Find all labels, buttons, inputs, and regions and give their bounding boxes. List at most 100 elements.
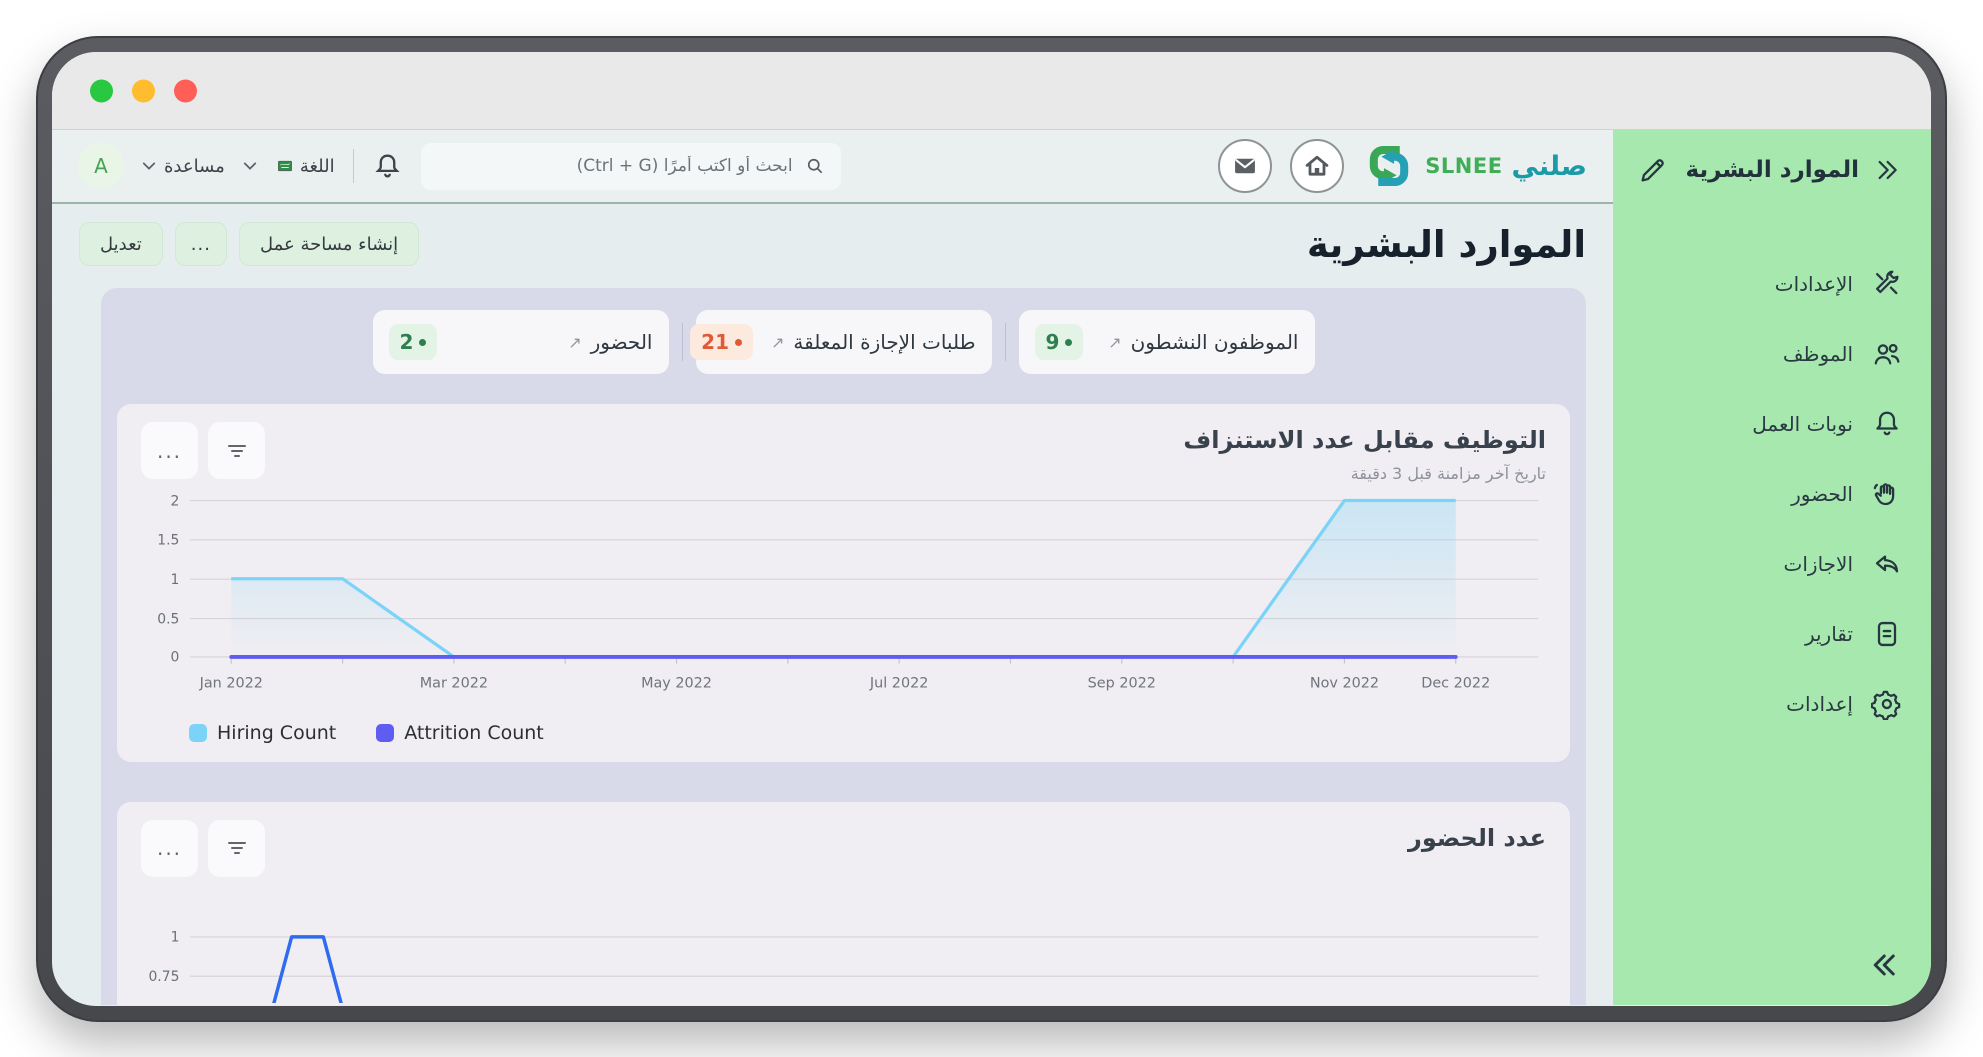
svg-text:0.75: 0.75 <box>148 969 179 985</box>
attendance-hand-icon <box>1871 478 1903 510</box>
language-menu[interactable]: اللغة <box>243 156 335 177</box>
card-separator <box>1004 323 1006 361</box>
chart-title: التوظيف مقابل عدد الاستنزاف <box>1183 426 1546 454</box>
help-label: مساعدة <box>164 155 225 177</box>
sidebar-item-attendance[interactable]: الحضور <box>1637 478 1903 510</box>
brand-name-latin: SLNEE <box>1425 154 1503 178</box>
sidebar-item-label: الحضور <box>1791 482 1853 506</box>
double-chevron-right-icon[interactable] <box>1871 154 1903 186</box>
chart-filter-button[interactable] <box>208 422 265 479</box>
hiring-attrition-chart: 2 1.5 1 0.5 0 Jan 2022 Mar 2022 <box>157 493 1539 692</box>
number-card-attendance[interactable]: الحضور ↗ 2 <box>372 310 669 374</box>
window-titlebar <box>52 52 1931 130</box>
filter-lines-icon <box>227 842 246 855</box>
chart-card-attendance-count: عدد الحضور ... <box>117 801 1570 1005</box>
help-menu[interactable]: مساعدة <box>142 156 225 177</box>
ne-arrow-icon: ↗ <box>771 332 785 352</box>
chevron-down-icon <box>243 162 256 170</box>
saudi-flag-icon <box>265 157 292 175</box>
brand-name-arabic: صلني <box>1511 150 1587 182</box>
number-card-pending-leave[interactable]: طلبات الإجازة المعلقة ↗ 21 <box>690 310 992 374</box>
card-label: الحضور <box>590 330 653 354</box>
sidebar-item-leaves[interactable]: الاجازات <box>1637 548 1903 580</box>
envelope-icon <box>1235 158 1256 174</box>
number-cards-row: الموظفون النشطون ↗ 9 طلبات الإجازة المعل… <box>101 310 1586 374</box>
chart-legend: Hiring Count Attrition Count <box>189 722 1546 744</box>
edit-pencil-icon[interactable] <box>1637 154 1669 186</box>
sidebar-item-label: الاجازات <box>1783 552 1853 576</box>
legend-attrition-count: Attrition Count <box>376 722 544 744</box>
hiring-swatch-icon <box>189 723 207 742</box>
chart-title: عدد الحضور <box>1408 823 1546 852</box>
sidebar-item-label: الموظف <box>1782 342 1853 366</box>
home-button[interactable] <box>1290 139 1345 193</box>
sidebar-collapse-icon[interactable] <box>1867 947 1903 983</box>
svg-text:Jul 2022: Jul 2022 <box>869 676 929 692</box>
attendance-count-line <box>272 934 343 1003</box>
navbar-divider <box>352 149 354 183</box>
sidebar-item-settings-tools[interactable]: الإعدادات <box>1637 268 1903 300</box>
app-window: الموارد البشرية الإعدادات الموظف <box>52 52 1931 1006</box>
svg-text:Jan 2022: Jan 2022 <box>199 676 263 692</box>
page-more-button[interactable]: ... <box>174 222 227 266</box>
messages-button[interactable] <box>1218 139 1273 193</box>
edit-button[interactable]: تعديل <box>79 222 163 266</box>
badge-dot <box>735 338 742 346</box>
search-input[interactable] <box>436 155 795 177</box>
leaves-arrow-icon <box>1871 548 1903 580</box>
brand-logo-icon <box>1362 139 1416 193</box>
minimize-window-button[interactable] <box>132 79 155 102</box>
svg-text:May 2022: May 2022 <box>641 676 712 692</box>
chart-more-button[interactable]: ... <box>141 819 198 877</box>
employees-icon <box>1871 338 1903 370</box>
svg-text:1: 1 <box>171 929 180 945</box>
legend-label: Attrition Count <box>404 721 544 744</box>
number-card-active-employees[interactable]: الموظفون النشطون ↗ 9 <box>1018 310 1315 374</box>
chart-card-hiring-vs-attrition: التوظيف مقابل عدد الاستنزاف تاريخ آخر مز… <box>117 404 1570 762</box>
brand-logo[interactable]: صلني SLNEE <box>1362 139 1587 193</box>
language-label: اللغة <box>299 155 335 177</box>
card-value: 2 <box>399 330 414 354</box>
ne-arrow-icon: ↗ <box>568 332 582 352</box>
svg-text:Dec 2022: Dec 2022 <box>1421 676 1490 692</box>
dashboard-panel: الموظفون النشطون ↗ 9 طلبات الإجازة المعل… <box>101 288 1586 1005</box>
legend-label: Hiring Count <box>217 721 337 744</box>
notifications-bell-icon[interactable] <box>372 151 403 182</box>
chart-more-button[interactable]: ... <box>141 422 198 479</box>
svg-text:Nov 2022: Nov 2022 <box>1310 676 1379 692</box>
attendance-chart: 1 0.75 <box>148 929 1539 1003</box>
sidebar-item-settings[interactable]: إعدادات <box>1637 688 1903 721</box>
svg-text:0.5: 0.5 <box>157 611 179 627</box>
sidebar-item-label: تقارير <box>1804 622 1853 646</box>
sidebar-item-employee[interactable]: الموظف <box>1637 338 1903 370</box>
reports-file-icon <box>1871 618 1903 650</box>
svg-text:1: 1 <box>171 572 180 588</box>
card-value-badge: 21 <box>690 324 753 360</box>
create-workspace-button[interactable]: إنشاء مساحة عمل <box>238 222 420 266</box>
svg-text:2: 2 <box>171 493 180 509</box>
search-icon <box>807 158 822 174</box>
user-avatar[interactable]: A <box>78 143 124 189</box>
traffic-lights <box>90 79 197 102</box>
top-navbar: صلني SLNEE <box>52 130 1613 204</box>
tools-icon <box>1871 268 1903 300</box>
page-title: الموارد البشرية <box>1306 222 1586 266</box>
close-window-button[interactable] <box>174 79 197 102</box>
workspace-sidebar: الموارد البشرية الإعدادات الموظف <box>1613 130 1931 1005</box>
ne-arrow-icon: ↗ <box>1108 332 1122 352</box>
attrition-swatch-icon <box>376 723 395 742</box>
svg-text:0: 0 <box>171 650 180 666</box>
zoom-window-button[interactable] <box>90 79 113 102</box>
settings-gear-icon <box>1870 688 1903 721</box>
chart-last-synced: تاريخ آخر مزامنة قبل 3 دقيقة <box>1350 464 1546 483</box>
legend-hiring-count: Hiring Count <box>189 722 336 744</box>
sidebar-item-shifts[interactable]: نوبات العمل <box>1637 408 1903 440</box>
sidebar-item-reports[interactable]: تقارير <box>1637 618 1903 650</box>
chart-filter-button[interactable] <box>208 819 265 877</box>
shifts-bell-icon <box>1871 408 1903 440</box>
sidebar-item-label: إعدادات <box>1786 692 1853 716</box>
badge-dot <box>419 338 427 346</box>
card-value-badge: 2 <box>388 324 438 360</box>
sidebar-item-label: نوبات العمل <box>1752 412 1853 436</box>
card-label: طلبات الإجازة المعلقة <box>793 330 976 354</box>
